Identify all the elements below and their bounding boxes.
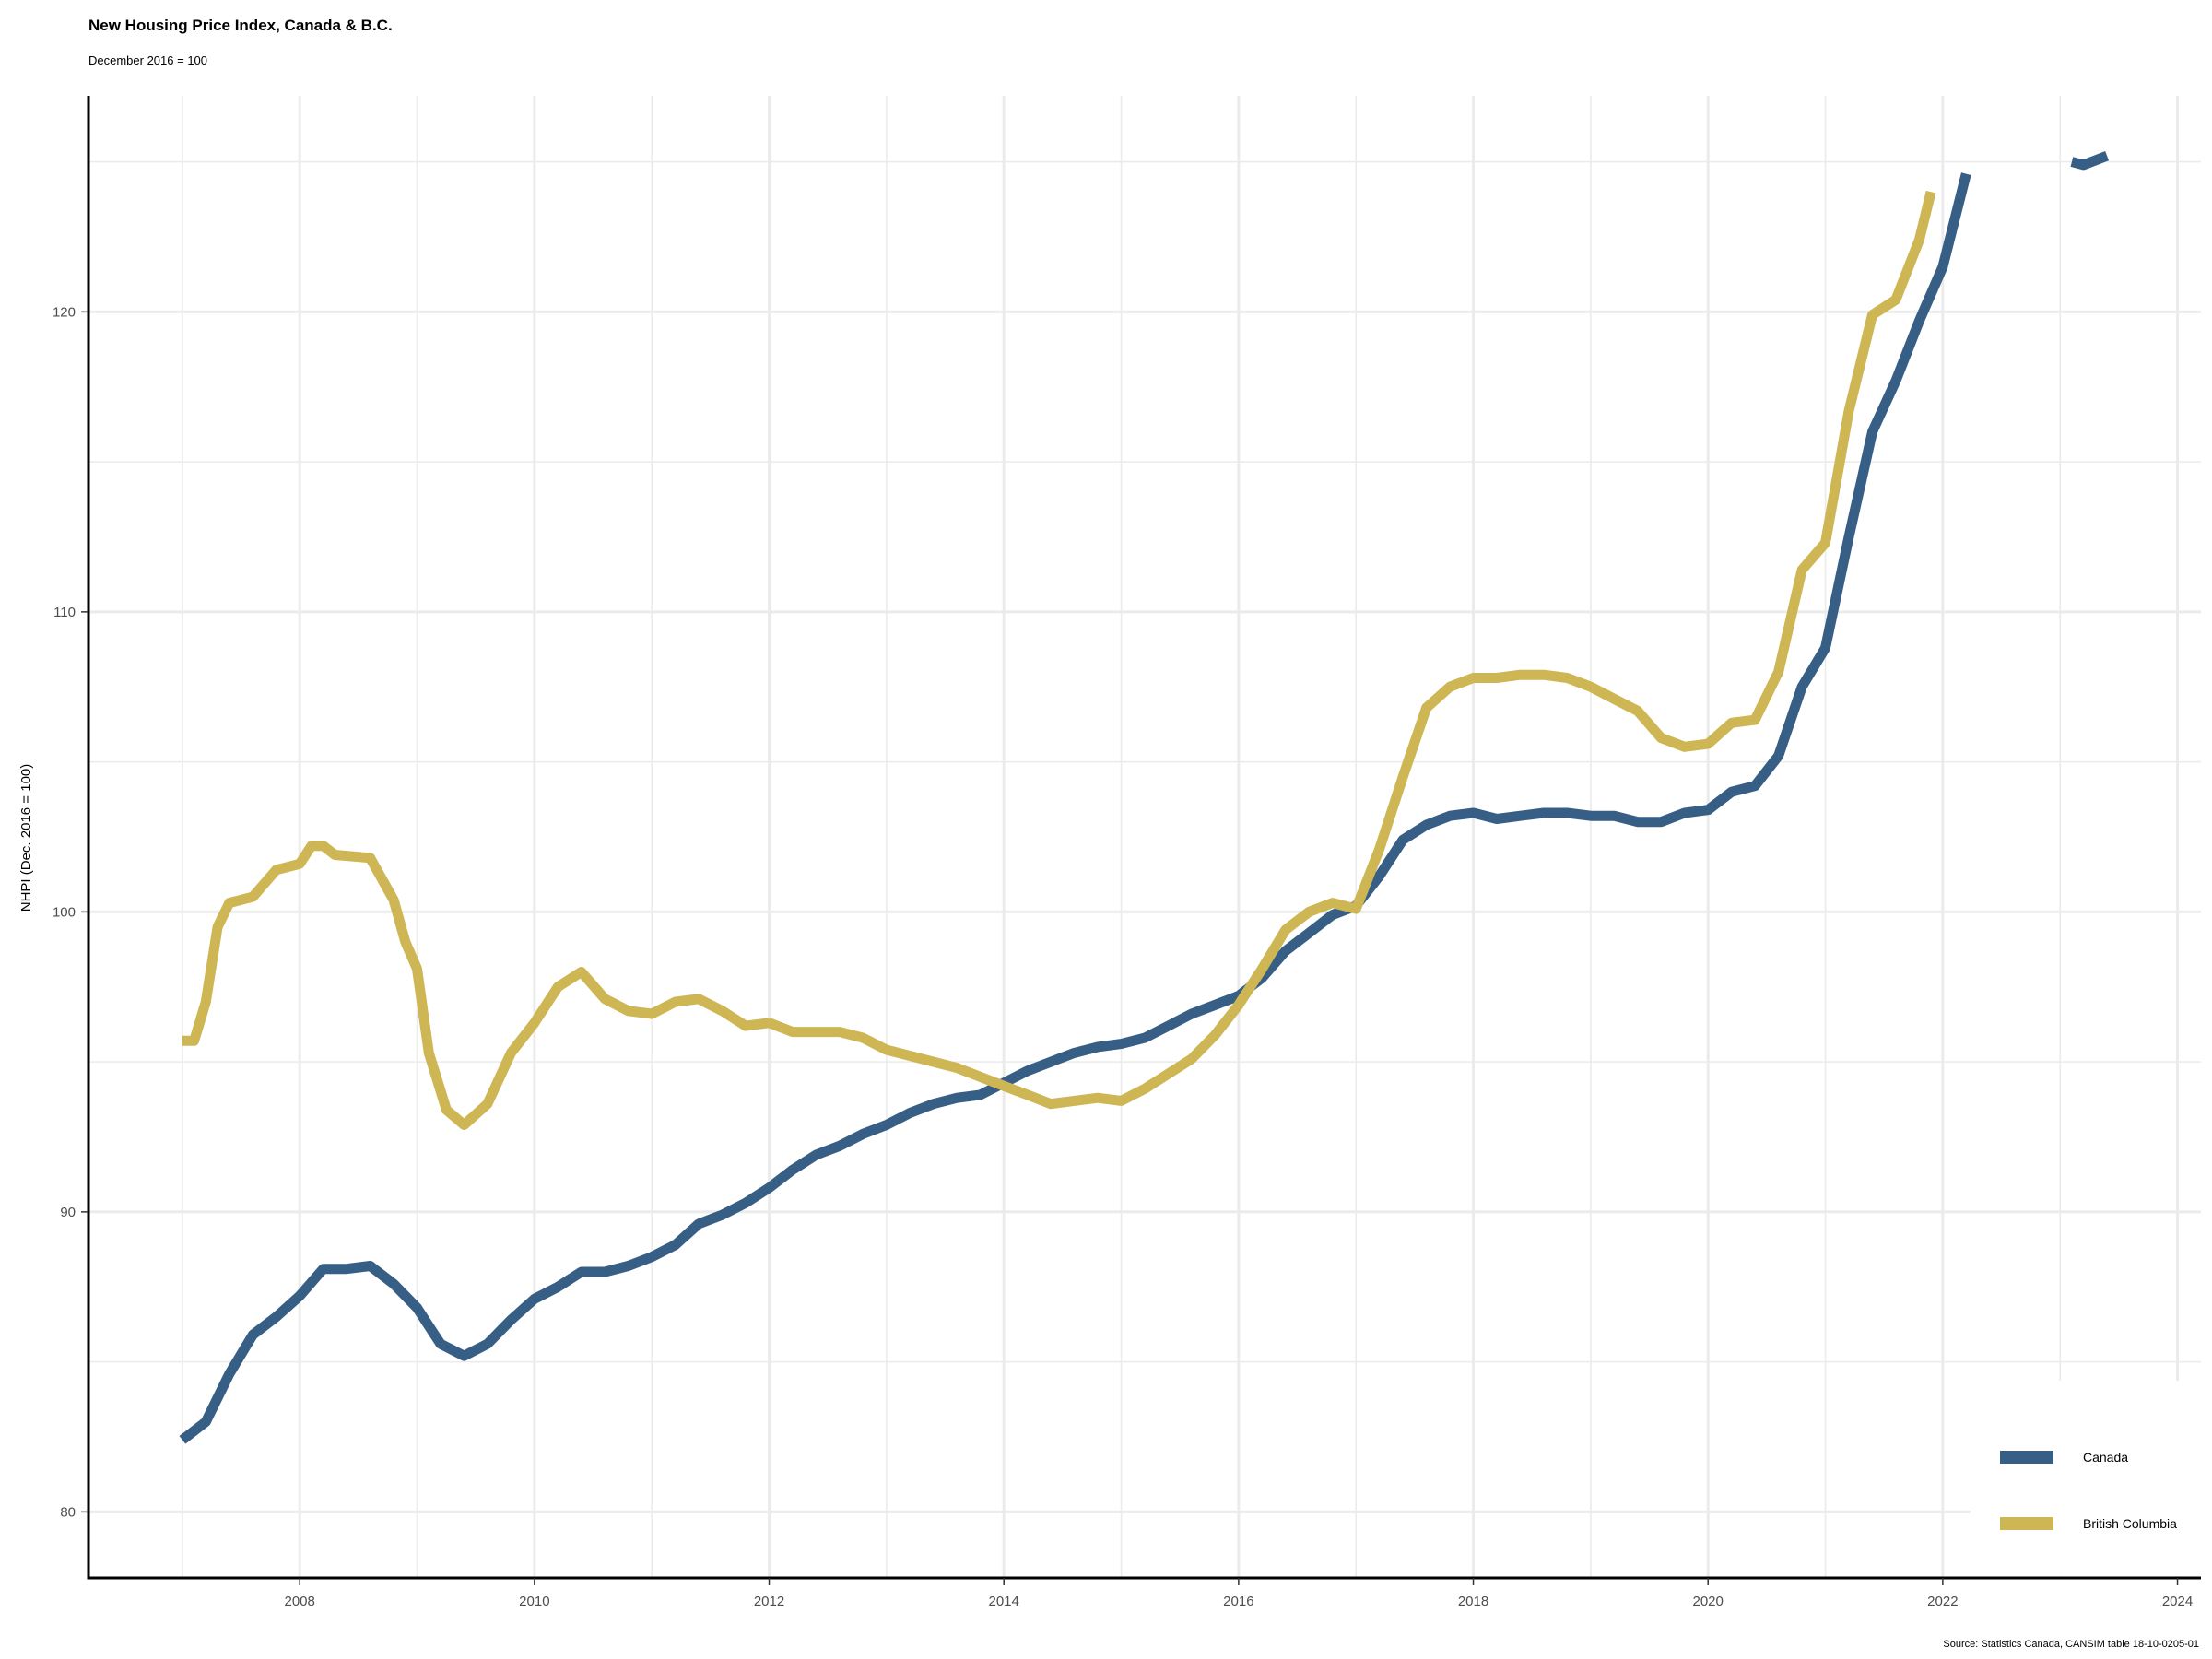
x-tick-label: 2022 bbox=[1927, 1594, 1958, 1609]
legend-label-canada: Canada bbox=[2083, 1450, 2128, 1465]
x-tick-label: 2016 bbox=[1223, 1594, 1253, 1609]
legend-box bbox=[1971, 1381, 2212, 1576]
x-tick-label: 2018 bbox=[1458, 1594, 1488, 1609]
x-tick-label: 2024 bbox=[2162, 1594, 2193, 1609]
tick-labels: 2008 2010 2012 2014 2016 2018 2020 2022 2024 80 90… bbox=[53, 304, 2193, 1609]
x-tick-label: 2012 bbox=[754, 1594, 784, 1609]
legend-label-british-columbia: British Columbia bbox=[2083, 1516, 2177, 1531]
series-line-canada bbox=[2070, 150, 2110, 171]
x-tick-label: 2014 bbox=[989, 1594, 1019, 1609]
legend-background bbox=[1971, 1381, 2212, 1576]
legend: Canada British Columbia bbox=[2000, 1450, 2177, 1531]
x-tick-label: 2008 bbox=[285, 1594, 315, 1609]
series-line-british-columbia bbox=[182, 190, 1936, 1130]
y-axis-title: NHPI (Dec. 2016 = 100) bbox=[18, 764, 34, 912]
grid bbox=[88, 96, 2201, 1578]
series-line-canada bbox=[179, 172, 1971, 1444]
y-tick-label: 100 bbox=[53, 904, 76, 920]
chart-title: New Housing Price Index, Canada & B.C. bbox=[88, 17, 393, 34]
y-tick-label: 80 bbox=[60, 1504, 76, 1520]
y-tick-label: 120 bbox=[53, 304, 76, 320]
y-tick-label: 90 bbox=[60, 1205, 76, 1220]
x-tick-label: 2020 bbox=[1693, 1594, 1724, 1609]
x-tick-label: 2010 bbox=[519, 1594, 549, 1609]
chart-subtitle: December 2016 = 100 bbox=[88, 53, 208, 67]
source-caption: Source: Statistics Canada, CANSIM table … bbox=[1943, 1639, 2199, 1650]
y-tick-label: 110 bbox=[53, 605, 76, 620]
axes bbox=[87, 96, 2201, 1580]
data-lines bbox=[179, 150, 2110, 1444]
